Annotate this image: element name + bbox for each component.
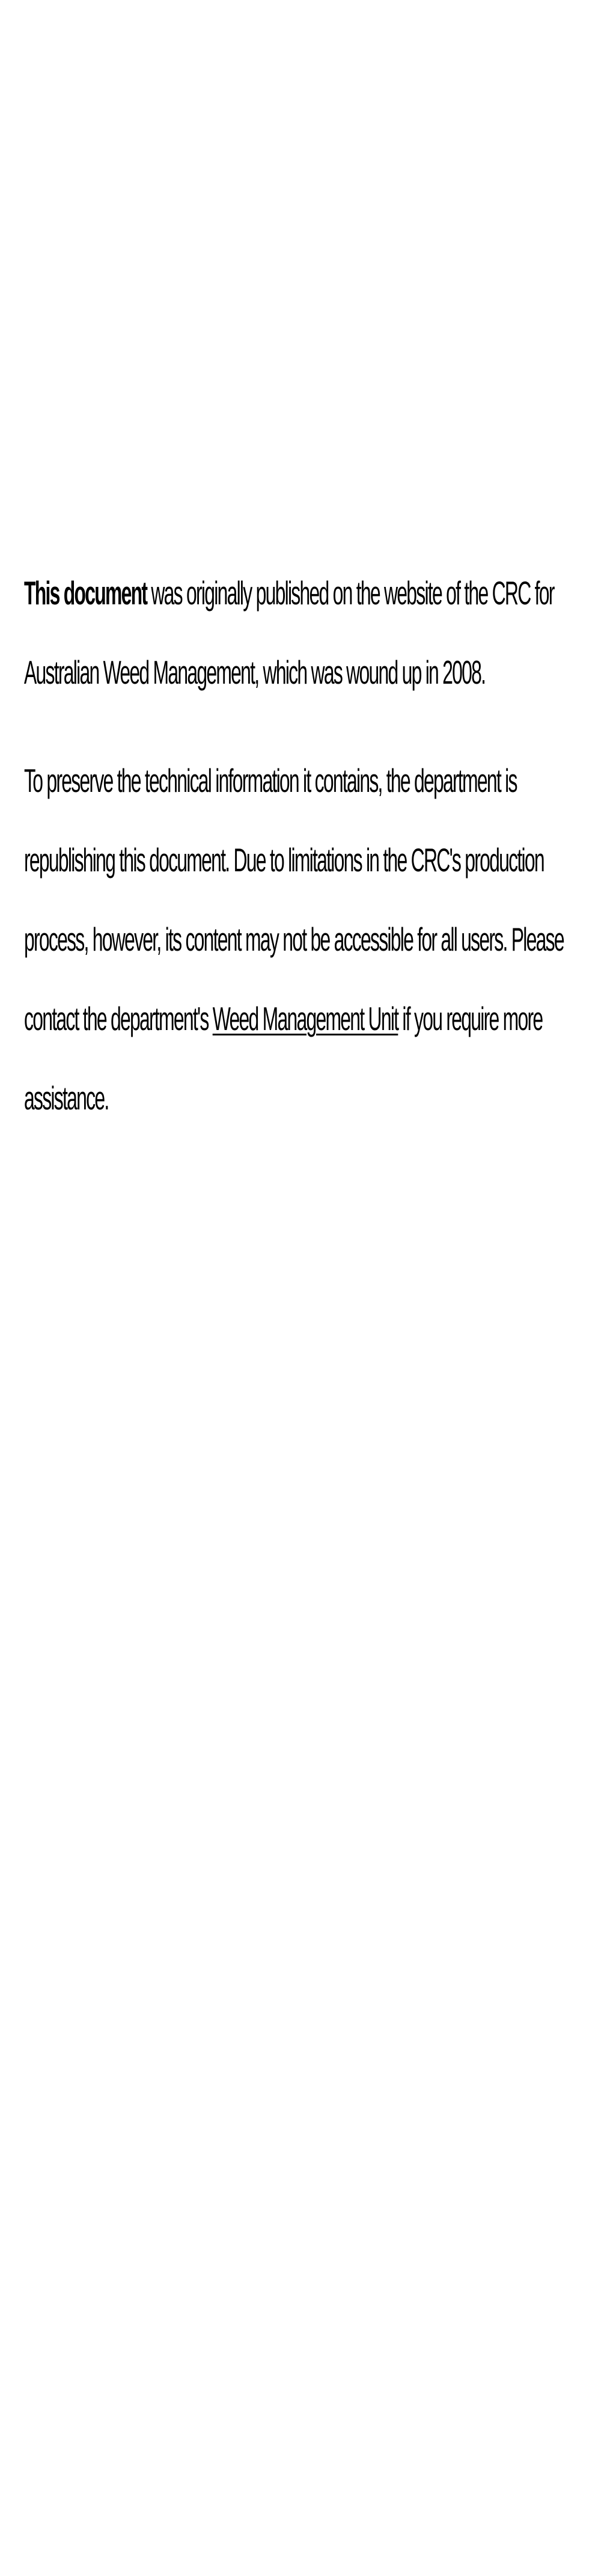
notice-before-link: To preserve the technical information it… xyxy=(24,762,564,1037)
weed-management-unit-link[interactable]: Weed Management Unit xyxy=(213,1000,398,1037)
notice-paragraph: To preserve the technical information it… xyxy=(24,741,588,1138)
lead-phrase: This document xyxy=(24,574,147,612)
document-body: This document was originally published o… xyxy=(24,553,589,1167)
intro-paragraph: This document was originally published o… xyxy=(24,553,588,712)
document-page: This document was originally published o… xyxy=(0,0,613,2576)
